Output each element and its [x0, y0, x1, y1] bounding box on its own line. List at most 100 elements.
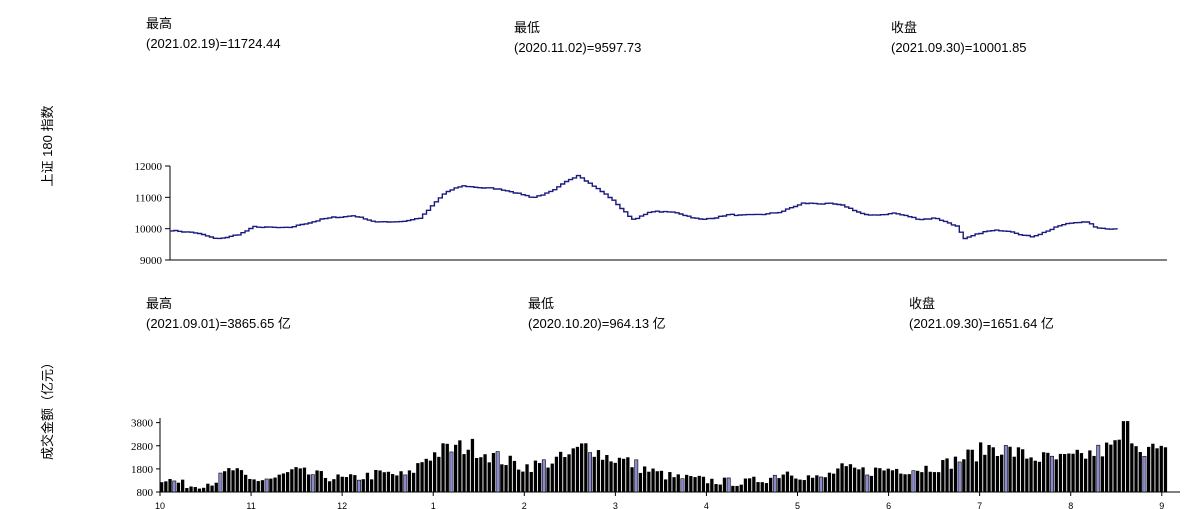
- volume-x-tick-label: 5: [795, 501, 800, 509]
- volume-bar: [378, 470, 382, 492]
- volume-bar: [701, 476, 706, 492]
- volume-bar: [260, 480, 265, 492]
- volume-bar: [853, 467, 857, 492]
- volume-bar: [613, 462, 617, 492]
- stat-close-volume: 收盘 (2021.09.30)=1651.64 亿: [909, 294, 1054, 334]
- volume-bar: [731, 485, 735, 492]
- volume-bar: [785, 471, 790, 492]
- volume-bar: [659, 470, 664, 492]
- volume-bar: [310, 474, 315, 493]
- volume-bar: [546, 467, 550, 492]
- volume-bar: [1037, 461, 1042, 492]
- volume-bar: [533, 460, 538, 492]
- volume-bar: [239, 470, 244, 492]
- volume-bar: [1050, 455, 1055, 493]
- volume-bar: [391, 474, 395, 492]
- volume-bar: [495, 451, 500, 493]
- volume-bar: [823, 477, 827, 492]
- volume-bar: [458, 440, 462, 492]
- volume-bar: [962, 459, 966, 492]
- volume-bar: [1000, 454, 1004, 492]
- volume-bar: [538, 463, 542, 492]
- price-y-tick-label: 11000: [135, 192, 163, 204]
- volume-bar: [1029, 457, 1033, 492]
- volume-x-tick-label: 6: [886, 501, 891, 509]
- volume-bar: [752, 476, 756, 492]
- volume-bar: [1126, 421, 1130, 492]
- volume-x-tick-label: 4: [704, 501, 709, 509]
- volume-bar: [819, 476, 824, 493]
- volume-bar: [412, 472, 416, 492]
- volume-bar: [886, 468, 890, 492]
- volume-bar: [416, 463, 420, 492]
- volume-bar: [609, 461, 613, 492]
- volume-bar: [1067, 453, 1071, 492]
- volume-bar: [575, 446, 580, 492]
- volume-bar: [172, 480, 177, 493]
- volume-bar: [441, 443, 445, 492]
- volume-bar: [269, 478, 273, 492]
- volume-bar: [764, 483, 769, 492]
- volume-bar: [848, 464, 853, 492]
- volume-bar: [706, 483, 710, 492]
- volume-x-tick-label: 8: [1068, 501, 1073, 509]
- volume-bar: [428, 460, 433, 492]
- volume-bar: [1134, 446, 1138, 492]
- volume-bar: [811, 477, 815, 492]
- volume-bar: [559, 451, 563, 492]
- stat-low-volume-label: 最低: [528, 296, 555, 311]
- volume-bar: [878, 468, 882, 492]
- volume-bar: [361, 479, 365, 492]
- volume-bar: [1138, 452, 1142, 492]
- volume-bar: [911, 470, 916, 493]
- volume-y-tick-label: 800: [137, 487, 154, 499]
- volume-bar: [273, 477, 277, 492]
- stat-close-price-value: (2021.09.30)=10001.85: [891, 40, 1027, 55]
- volume-bar: [932, 472, 937, 492]
- volume-bar: [1012, 456, 1016, 492]
- volume-bar: [433, 452, 437, 492]
- volume-bar: [344, 477, 349, 492]
- volume-bar: [571, 448, 575, 492]
- volume-bar: [160, 482, 164, 492]
- volume-bar: [857, 469, 861, 492]
- stat-close-volume-value: (2021.09.30)=1651.64 亿: [909, 316, 1054, 331]
- volume-bar: [1084, 458, 1088, 492]
- volume-bar: [487, 462, 491, 492]
- volume-bar: [685, 474, 689, 492]
- volume-bar: [1113, 440, 1117, 492]
- volume-bar: [710, 478, 714, 492]
- volume-bar: [991, 447, 995, 492]
- volume-x-tick-label: 12: [337, 501, 347, 509]
- volume-bar: [1163, 447, 1168, 492]
- volume-bar: [1058, 453, 1063, 492]
- volume-bar: [672, 477, 676, 492]
- volume-bar: [802, 480, 806, 492]
- volume-bar: [1105, 442, 1109, 492]
- volume-bar: [445, 443, 449, 492]
- volume-bar: [907, 474, 911, 492]
- volume-bar: [1155, 448, 1159, 492]
- volume-x-tick-label: 7: [977, 501, 982, 509]
- volume-bar: [508, 455, 512, 492]
- volume-bar: [928, 471, 932, 492]
- volume-bar: [798, 479, 802, 492]
- volume-bar: [748, 478, 752, 492]
- volume-bar: [395, 475, 399, 492]
- volume-bar: [651, 468, 655, 492]
- volume-bar: [920, 472, 924, 492]
- volume-bar: [454, 444, 458, 492]
- volume-bar: [605, 455, 609, 492]
- volume-bar: [844, 466, 848, 492]
- price-series-line: [170, 174, 1118, 240]
- volume-bar: [521, 471, 525, 492]
- volume-bar: [193, 487, 197, 492]
- volume-bar: [739, 484, 743, 492]
- volume-bar: [1016, 447, 1021, 492]
- volume-bar: [470, 438, 475, 492]
- volume-bar: [1071, 453, 1075, 492]
- volume-bar: [680, 478, 685, 493]
- volume-bar: [718, 484, 722, 492]
- volume-bar: [836, 468, 840, 492]
- volume-bar: [794, 478, 798, 492]
